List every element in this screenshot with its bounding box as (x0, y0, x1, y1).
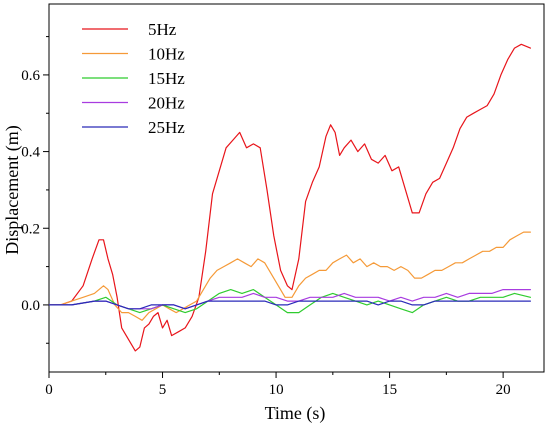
legend-label: 10Hz (148, 45, 185, 64)
x-axis-title: Time (s) (265, 403, 326, 424)
legend-item-25hz: 25Hz (82, 118, 185, 137)
axes-layer: 0 5 10 15 20 0.0 0.2 0.4 0.6 (21, 36, 511, 398)
legend-item-10hz: 10Hz (82, 45, 185, 64)
y-tick-label: 0.4 (21, 145, 40, 161)
series-layer (48, 43, 531, 352)
x-tick-label: 5 (159, 382, 167, 398)
y-tick-label: 0.6 (21, 68, 40, 84)
x-tick-label: 15 (382, 382, 397, 398)
legend-item-5hz: 5Hz (82, 20, 177, 39)
legend: 5Hz 10Hz 15Hz 20Hz 25Hz (82, 20, 185, 137)
legend-label: 25Hz (148, 118, 185, 137)
plot-frame (48, 3, 545, 373)
legend-item-15hz: 15Hz (82, 69, 185, 88)
series-line-15hz (48, 289, 531, 314)
series-line-25hz (48, 300, 531, 310)
series-line-5hz (48, 43, 531, 352)
plot-area (48, 3, 545, 373)
x-tick-label: 20 (496, 382, 511, 398)
y-tick-label: 0.0 (21, 298, 40, 314)
series-line-10hz (48, 231, 531, 321)
y-tick-label: 0.2 (21, 221, 40, 237)
legend-item-20hz: 20Hz (82, 94, 185, 113)
legend-label: 5Hz (148, 20, 177, 39)
y-axis-title: Displacement (m) (2, 125, 23, 254)
legend-label: 15Hz (148, 69, 185, 88)
legend-label: 20Hz (148, 94, 185, 113)
x-tick-label: 10 (269, 382, 284, 398)
x-tick-label: 0 (45, 382, 53, 398)
